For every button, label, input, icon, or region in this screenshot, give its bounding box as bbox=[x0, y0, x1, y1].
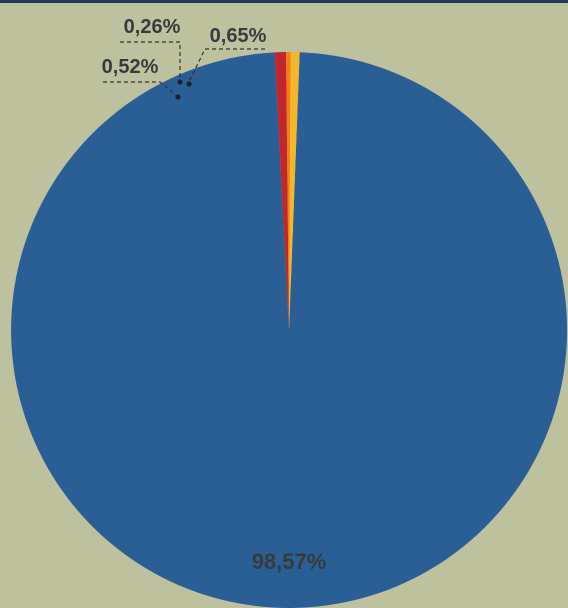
leader-dot-0-52 bbox=[175, 94, 181, 100]
data-label-0-26: 0,26% bbox=[124, 16, 181, 38]
data-label-98-57: 98,57% bbox=[252, 549, 327, 574]
pie-slices bbox=[11, 51, 568, 608]
data-label-0-52: 0,52% bbox=[102, 56, 159, 78]
pie-slice-0-26 bbox=[286, 51, 291, 330]
pie-slice-0-52 bbox=[289, 52, 300, 330]
data-label-0-65: 0,65% bbox=[210, 25, 267, 47]
leader-line-0-26 bbox=[120, 41, 181, 81]
pie-chart: 0,26% 0,65% 0,52% 98,57% bbox=[11, 16, 568, 608]
leader-lines bbox=[103, 41, 265, 96]
leader-dot-0-65 bbox=[186, 81, 192, 87]
pie-slice-98-57 bbox=[11, 52, 568, 608]
leader-line-0-65 bbox=[188, 48, 265, 83]
leader-dot-0-26 bbox=[177, 79, 183, 85]
leader-line-0-52 bbox=[103, 81, 177, 96]
pie-slice-0-65 bbox=[274, 52, 289, 331]
